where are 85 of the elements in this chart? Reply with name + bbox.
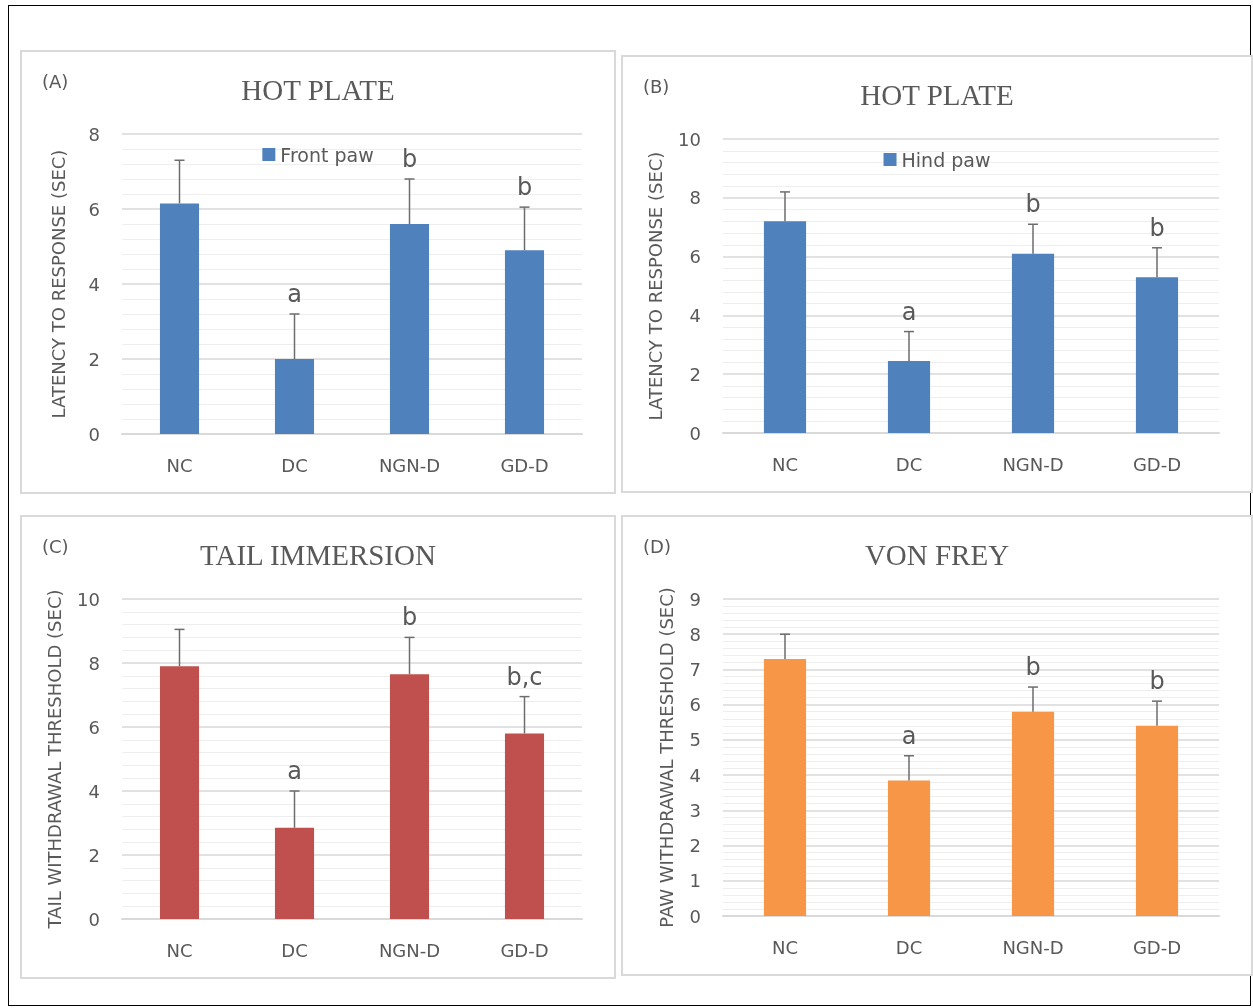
y-tick-label: 4	[689, 304, 701, 326]
y-tick-label: 4	[689, 764, 701, 786]
y-tick-label: 6	[88, 716, 100, 738]
annotation: b	[516, 173, 533, 202]
chart-title: HOT PLATE	[241, 73, 395, 106]
x-tick-label: NC	[771, 936, 799, 958]
y-tick-label: 0	[88, 423, 100, 445]
x-tick-label: NC	[166, 939, 193, 961]
x-tick-label: GD-D	[1132, 936, 1182, 958]
y-tick-label: 8	[689, 623, 701, 645]
legend-label: Front paw	[280, 143, 374, 166]
bar	[159, 666, 200, 919]
bar	[274, 827, 315, 919]
y-tick-label: 6	[689, 246, 701, 268]
bar	[504, 733, 545, 919]
chart-title: HOT PLATE	[860, 78, 1014, 111]
bar	[887, 360, 931, 433]
bar	[274, 359, 315, 434]
x-tick-label: GD-D	[1132, 453, 1182, 475]
text: (C)	[42, 535, 69, 557]
bar	[763, 221, 807, 433]
x-tick-label: GD-D	[500, 939, 549, 961]
y-tick-label: 10	[77, 588, 100, 610]
y-tick-label: 2	[689, 835, 701, 857]
annotation: a	[287, 757, 302, 785]
y-tick-label: 7	[689, 658, 701, 680]
y-tick-label: 0	[689, 422, 701, 444]
bar	[389, 224, 430, 434]
bar	[389, 674, 430, 919]
bar	[1011, 253, 1055, 433]
y-axis-title: LATENCY TO RESPONSE (SEC)	[47, 149, 69, 419]
bar	[1011, 711, 1055, 916]
bar	[887, 780, 931, 916]
x-tick-label: NGN-D	[378, 454, 441, 476]
y-tick-label: 6	[689, 694, 701, 716]
y-tick-label: 8	[88, 123, 100, 145]
annotation: b	[1025, 190, 1041, 219]
y-tick-label: 2	[88, 348, 100, 370]
y-tick-label: 0	[689, 905, 701, 927]
y-tick-label: 4	[88, 780, 100, 802]
x-tick-label: DC	[281, 939, 308, 961]
annotation: b	[401, 145, 418, 173]
annotation: b,c	[506, 662, 543, 691]
y-tick-label: 10	[678, 128, 701, 150]
chart-title: TAIL IMMERSION	[200, 538, 436, 571]
bar	[1135, 725, 1179, 916]
annotation: b	[1149, 213, 1165, 242]
x-tick-label: NGN-D	[1002, 936, 1064, 958]
x-tick-label: NC	[166, 454, 193, 476]
annotation: a	[287, 280, 302, 308]
x-tick-label: DC	[895, 453, 923, 475]
y-tick-label: 1	[689, 870, 701, 892]
annotation: b	[401, 603, 418, 632]
x-tick-label: NGN-D	[378, 939, 441, 961]
annotation: a	[901, 721, 917, 750]
x-tick-label: GD-D	[500, 454, 549, 476]
x-tick-label: NGN-D	[1002, 453, 1064, 475]
y-axis-title: TAIL WITHDRAWAL THRESHOLD (SEC)	[43, 589, 65, 930]
y-tick-label: 4	[88, 273, 100, 295]
y-tick-label: 8	[689, 187, 701, 209]
annotation: b	[1149, 667, 1165, 696]
y-tick-label: 3	[689, 799, 701, 821]
bar	[159, 203, 200, 434]
y-tick-label: 9	[689, 588, 701, 610]
text: (B)	[643, 75, 670, 97]
y-axis-title: LATENCY TO RESPONSE (SEC)	[644, 151, 666, 421]
text: (D)	[643, 535, 671, 557]
y-tick-label: 5	[689, 729, 701, 751]
y-tick-label: 8	[88, 652, 100, 674]
bar	[1135, 277, 1179, 433]
annotation: b	[1025, 653, 1041, 682]
text: (A)	[42, 70, 69, 92]
chart-title: VON FREY	[864, 538, 1010, 571]
bar	[763, 658, 807, 916]
y-tick-label: 0	[88, 908, 100, 930]
y-tick-label: 6	[88, 198, 100, 220]
bar	[504, 250, 545, 434]
x-tick-label: DC	[281, 454, 308, 476]
y-axis-title: PAW WITHDRAWAL THRESHOLD (SEC)	[655, 587, 677, 928]
x-tick-label: DC	[895, 936, 923, 958]
legend-label: Hind paw	[901, 148, 991, 171]
x-tick-label: NC	[771, 453, 799, 475]
y-tick-label: 2	[689, 363, 701, 385]
y-tick-label: 2	[88, 844, 100, 866]
annotation: a	[901, 297, 917, 326]
